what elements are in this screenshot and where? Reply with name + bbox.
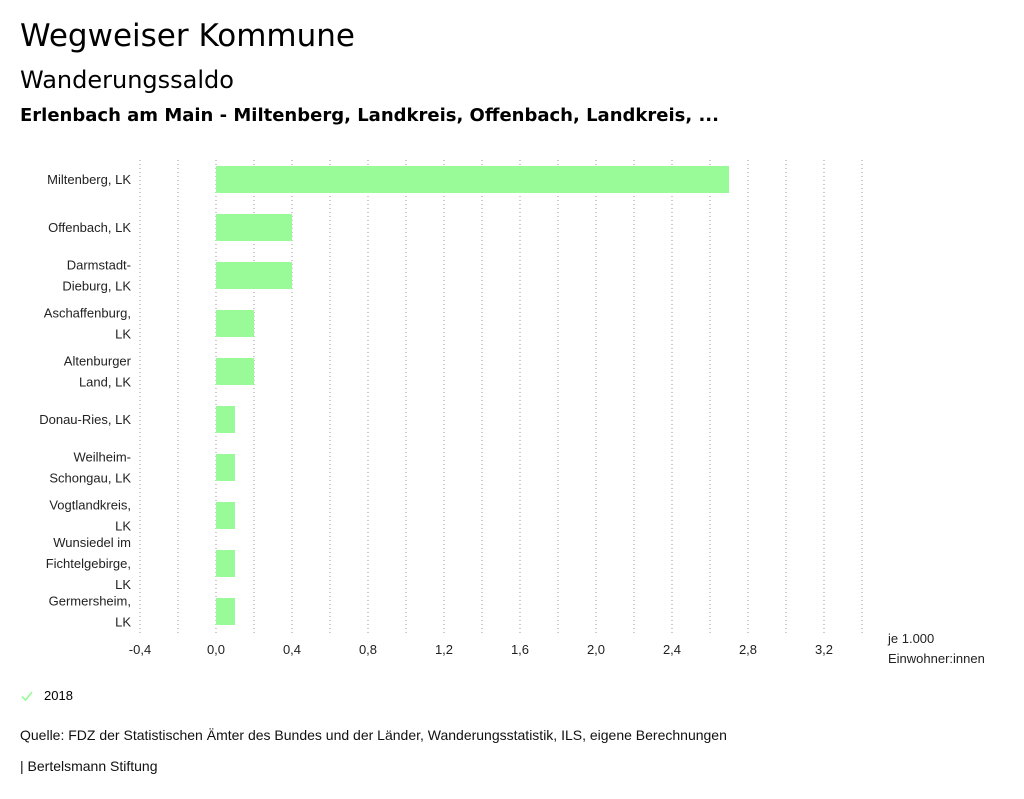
category-label: Altenburger — [64, 354, 132, 369]
tick-label: -0,4 — [129, 642, 151, 657]
tick-label: 1,6 — [511, 642, 529, 657]
unit-label-line: je 1.000 — [887, 631, 934, 646]
tick-label: 2,0 — [587, 642, 605, 657]
bar[interactable] — [216, 358, 254, 385]
bar[interactable] — [216, 454, 235, 481]
credit-note: | Bertelsmann Stiftung — [20, 758, 158, 774]
bar[interactable] — [216, 214, 292, 241]
category-label: Offenbach, LK — [48, 220, 131, 235]
page-title: Wegweiser Kommune — [20, 18, 355, 54]
category-label: LK — [115, 577, 131, 592]
tick-label: 0,8 — [359, 642, 377, 657]
chart-gridlines — [139, 160, 863, 636]
category-label: Schongau, LK — [49, 471, 131, 486]
category-label: Aschaffenburg, — [44, 306, 131, 321]
category-labels: Miltenberg, LK Offenbach, LK Darmstadt- Die… — [39, 172, 131, 630]
legend-label: 2018 — [44, 688, 73, 703]
category-label: Land, LK — [79, 375, 131, 390]
category-label: Dieburg, LK — [62, 279, 131, 294]
region-heading: Erlenbach am Main - Miltenberg, Landkrei… — [20, 105, 719, 126]
source-note: Quelle: FDZ der Statistischen Ämter des … — [20, 727, 727, 743]
category-label: Germersheim, — [49, 594, 131, 609]
x-axis-ticks: -0,4 0,0 0,4 0,8 1,2 1,6 2,0 2,4 2,8 3,2 — [129, 642, 833, 657]
category-label: LK — [115, 327, 131, 342]
bar[interactable] — [216, 262, 292, 289]
tick-label: 2,4 — [663, 642, 681, 657]
bar[interactable] — [216, 502, 235, 529]
unit-label: je 1.000 Einwohner:innen — [887, 631, 985, 666]
legend[interactable]: 2018 — [20, 688, 73, 703]
chart-subtitle: Wanderungssaldo — [20, 66, 234, 94]
tick-label: 1,2 — [435, 642, 453, 657]
tick-label: 2,8 — [739, 642, 757, 657]
category-label: Wunsiedel im — [53, 535, 131, 550]
tick-label: 0,4 — [283, 642, 301, 657]
chart-bars — [216, 166, 729, 625]
category-label: Vogtlandkreis, — [49, 498, 131, 513]
bar-chart: Miltenberg, LK Offenbach, LK Darmstadt- Die… — [39, 160, 985, 666]
category-label: Miltenberg, LK — [47, 172, 131, 187]
tick-label: 3,2 — [815, 642, 833, 657]
category-label: Darmstadt- — [67, 258, 131, 273]
category-label: Donau-Ries, LK — [39, 412, 131, 427]
check-icon — [21, 690, 33, 701]
category-label: Weilheim- — [73, 450, 131, 465]
category-label: LK — [115, 615, 131, 630]
unit-label-line: Einwohner:innen — [888, 651, 985, 666]
bar[interactable] — [216, 406, 235, 433]
category-label: Fichtelgebirge, — [46, 556, 131, 571]
category-label: LK — [115, 519, 131, 534]
tick-label: 0,0 — [207, 642, 225, 657]
bar[interactable] — [216, 310, 254, 337]
bar[interactable] — [216, 598, 235, 625]
bar[interactable] — [216, 166, 729, 193]
bar[interactable] — [216, 550, 235, 577]
